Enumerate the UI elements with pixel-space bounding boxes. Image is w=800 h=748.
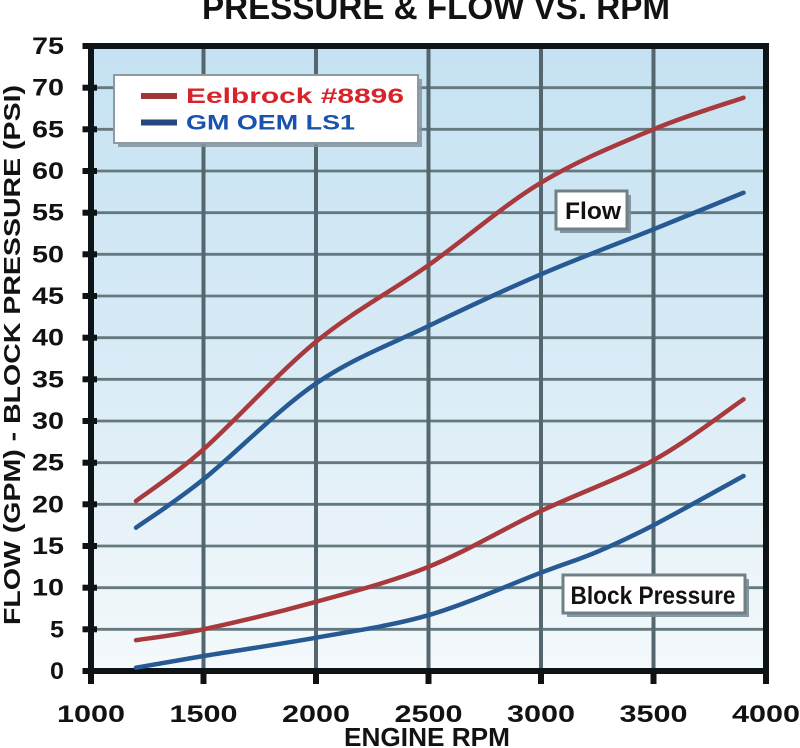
svg-text:1000: 1000: [57, 701, 125, 728]
svg-text:15: 15: [32, 533, 64, 560]
svg-text:3000: 3000: [507, 701, 575, 728]
svg-text:35: 35: [32, 366, 64, 393]
svg-text:55: 55: [32, 200, 64, 227]
svg-text:30: 30: [32, 408, 64, 435]
svg-text:PRESSURE & FLOW VS. RPM: PRESSURE & FLOW VS. RPM: [202, 0, 670, 27]
svg-text:10: 10: [32, 575, 64, 602]
svg-text:Flow: Flow: [565, 198, 621, 225]
svg-text:ENGINE RPM: ENGINE RPM: [344, 722, 510, 748]
svg-text:50: 50: [32, 241, 64, 268]
svg-text:75: 75: [32, 33, 64, 60]
svg-text:20: 20: [32, 491, 64, 518]
svg-text:5: 5: [50, 616, 64, 643]
svg-text:Eelbrock #8896: Eelbrock #8896: [186, 84, 404, 108]
svg-text:Block Pressure: Block Pressure: [571, 582, 736, 610]
svg-text:45: 45: [32, 283, 64, 310]
svg-text:3500: 3500: [620, 701, 688, 728]
svg-text:60: 60: [32, 158, 64, 185]
svg-text:40: 40: [32, 325, 64, 352]
svg-text:65: 65: [32, 116, 64, 143]
svg-text:2000: 2000: [282, 701, 350, 728]
svg-text:2500: 2500: [395, 701, 463, 728]
svg-text:70: 70: [32, 75, 64, 102]
svg-text:1500: 1500: [170, 701, 238, 728]
svg-text:4000: 4000: [732, 701, 800, 728]
svg-text:25: 25: [32, 450, 64, 477]
svg-text:GM OEM LS1: GM OEM LS1: [186, 111, 355, 135]
svg-text:FLOW (GPM) - BLOCK PRESSURE (P: FLOW (GPM) - BLOCK PRESSURE (PSI): [0, 85, 25, 625]
svg-text:0: 0: [50, 658, 64, 685]
